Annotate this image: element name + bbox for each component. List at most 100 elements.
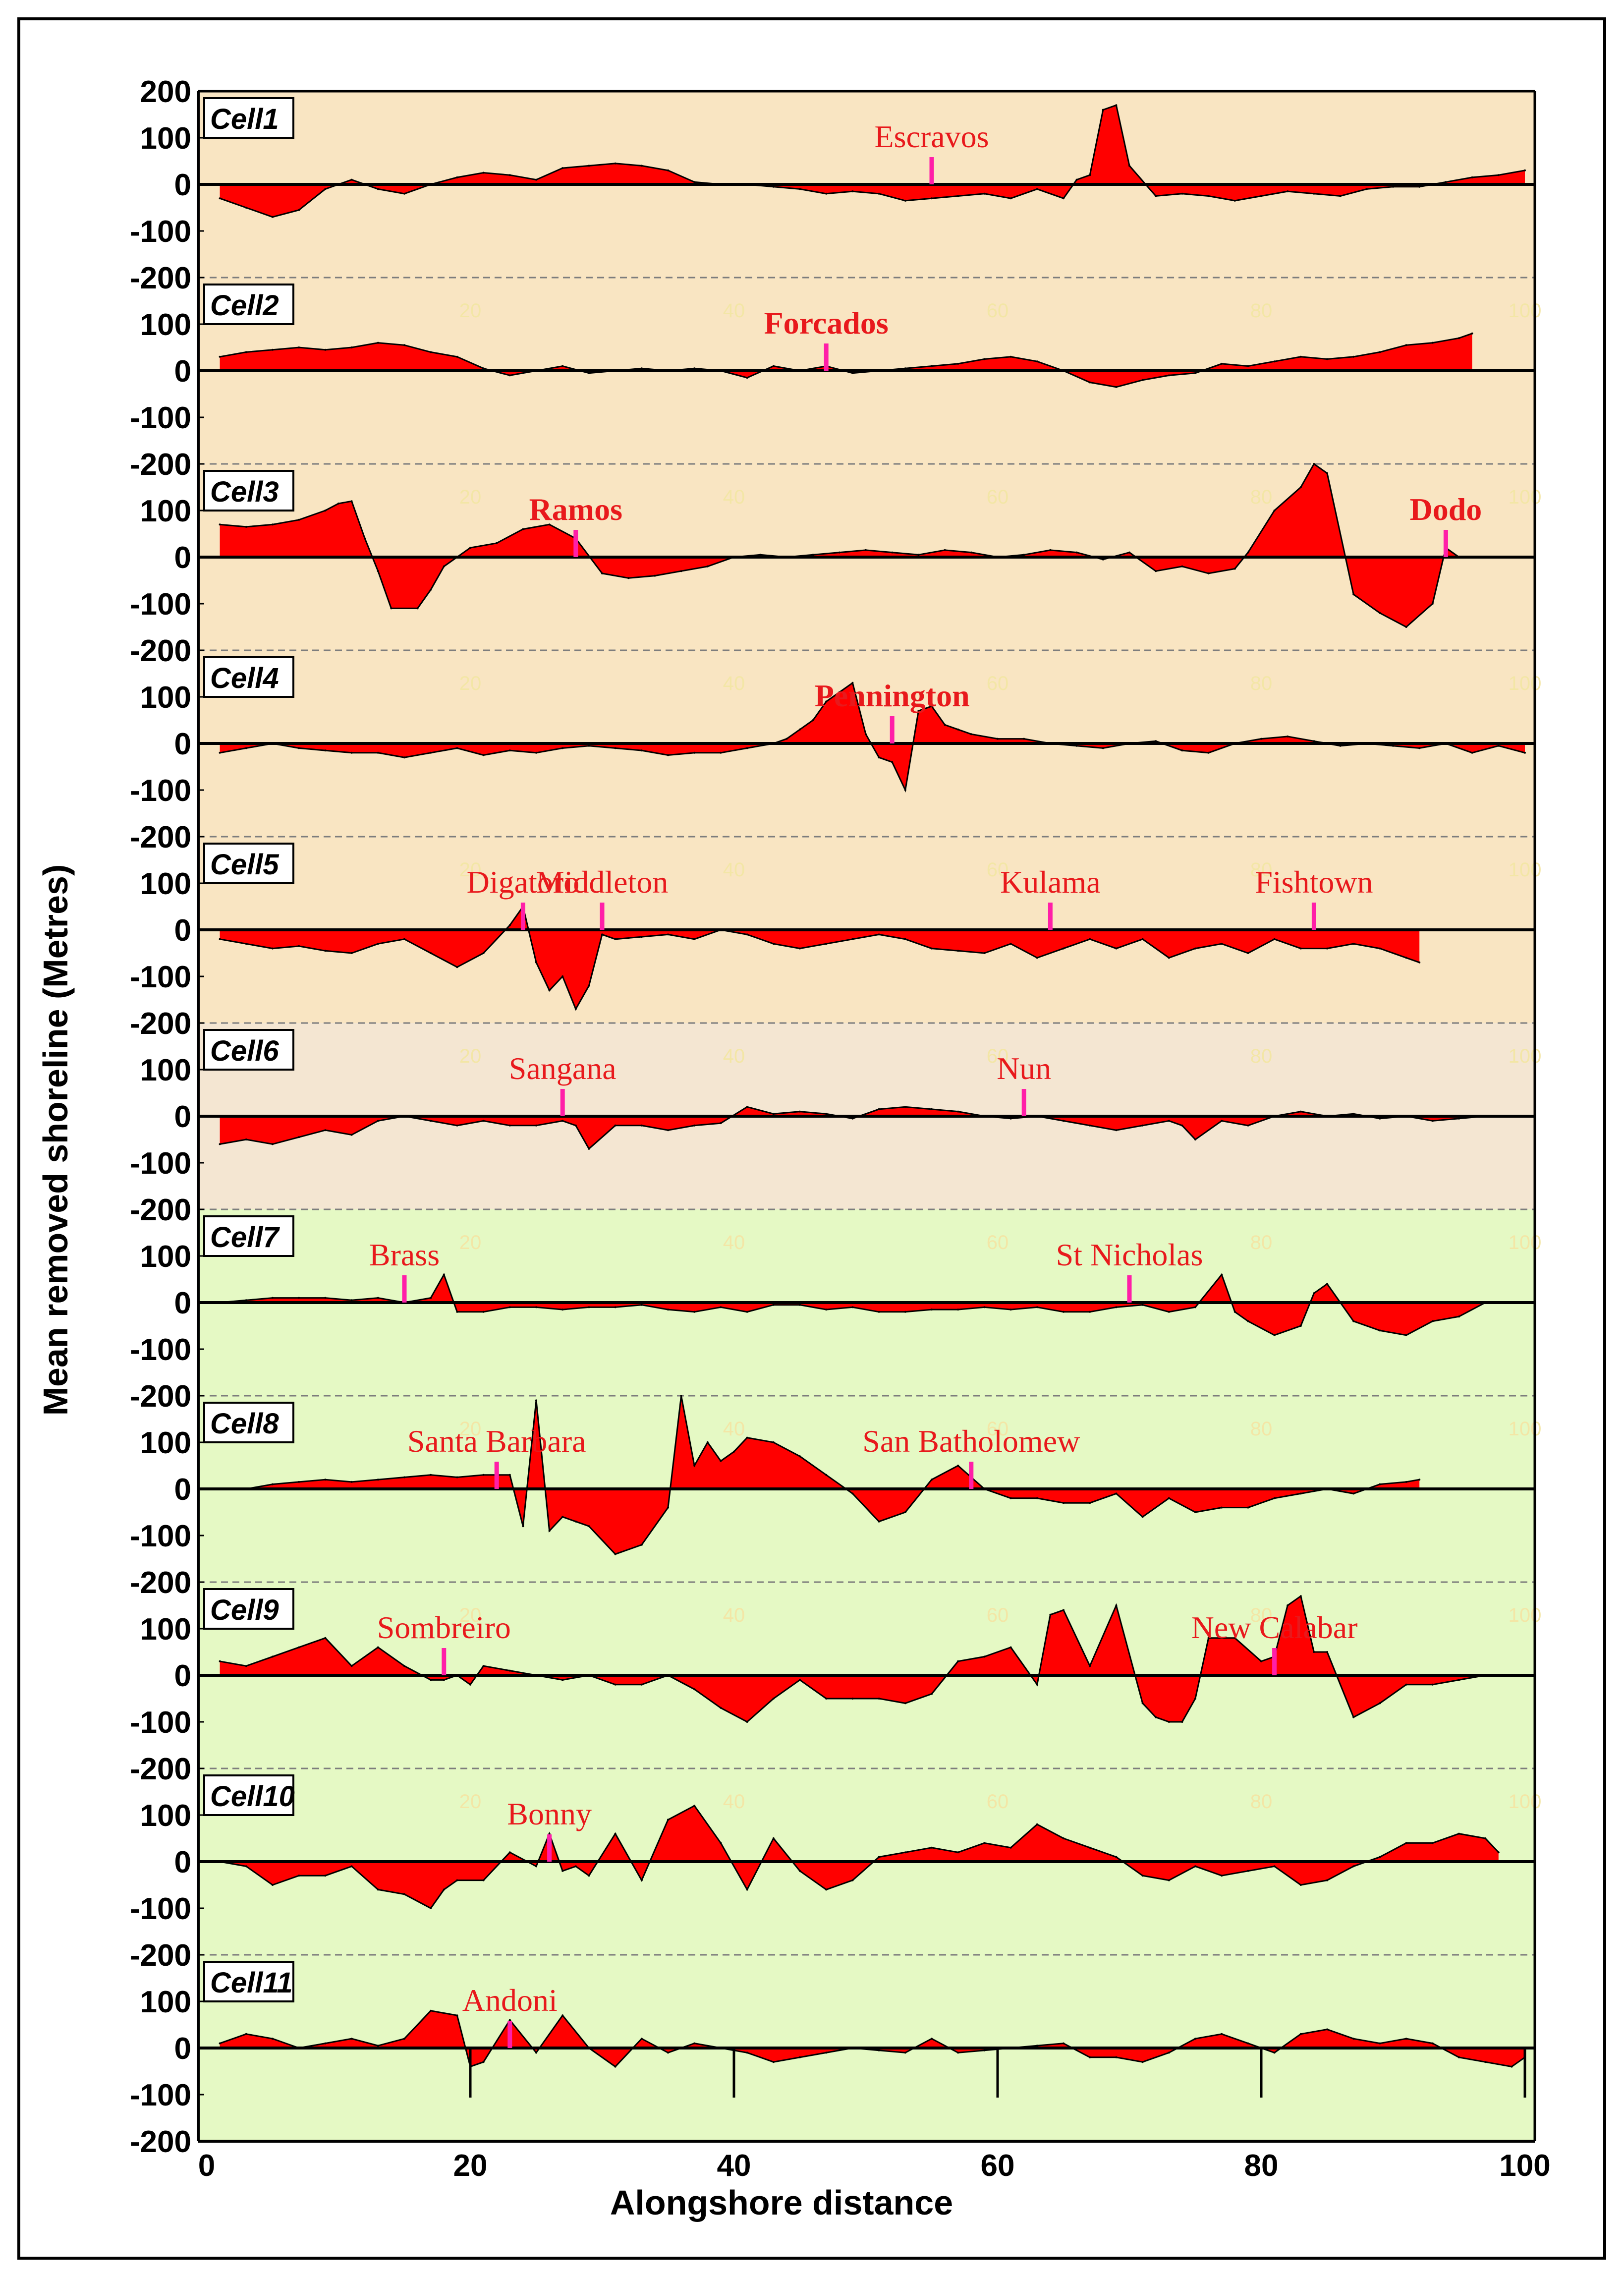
data-point	[1287, 735, 1289, 738]
data-point	[403, 192, 405, 195]
data-point	[693, 1310, 696, 1313]
place-label: Middleton	[536, 864, 669, 900]
data-point	[931, 1108, 933, 1110]
data-point	[1431, 1320, 1434, 1322]
data-point	[350, 500, 353, 503]
data-point	[1036, 957, 1038, 959]
data-point	[1168, 957, 1170, 959]
y-tick-label: 100	[140, 1240, 191, 1274]
x-tick-label: 80	[1244, 2149, 1279, 2183]
data-point	[1207, 1637, 1210, 1639]
y-tick-label: 0	[174, 913, 191, 948]
data-point	[759, 554, 762, 556]
data-point	[1115, 1856, 1118, 1858]
data-point	[825, 2051, 828, 2054]
data-point	[377, 570, 379, 572]
data-point	[403, 1476, 405, 1479]
data-point	[640, 936, 643, 938]
y-tick-label: -200	[130, 820, 191, 854]
y-tick-label: 100	[140, 1053, 191, 1087]
y-tick-label: -100	[130, 2078, 191, 2112]
ghost-tick-label: 60	[987, 1232, 1009, 1253]
data-point	[1075, 744, 1078, 747]
data-point	[772, 2061, 775, 2063]
data-point	[1036, 1823, 1038, 1825]
data-point	[443, 1273, 445, 1276]
data-point	[1352, 355, 1355, 358]
data-point	[851, 682, 854, 684]
data-point	[1141, 1124, 1144, 1127]
data-point	[838, 551, 840, 554]
data-point	[1299, 1492, 1302, 1495]
data-point	[1260, 1660, 1262, 1662]
data-point	[272, 947, 274, 950]
data-point	[1458, 337, 1460, 340]
data-point	[1247, 1320, 1249, 1322]
data-point	[1287, 1604, 1289, 1606]
data-point	[1036, 1306, 1038, 1309]
data-point	[851, 938, 854, 940]
data-point	[508, 1669, 511, 1672]
data-point	[508, 1474, 511, 1476]
data-point	[1326, 1651, 1328, 1653]
ghost-tick-label: 80	[1250, 1604, 1273, 1626]
data-point	[1141, 1875, 1144, 1877]
data-point	[614, 1553, 616, 1555]
y-tick-label: 100	[140, 867, 191, 901]
data-point	[1352, 1716, 1355, 1718]
data-point	[272, 1143, 274, 1145]
place-label: San Batholomew	[862, 1423, 1080, 1459]
data-point	[324, 950, 327, 952]
data-point	[878, 1520, 880, 1523]
data-point	[931, 1846, 933, 1849]
data-point	[456, 355, 458, 358]
data-point	[1089, 1310, 1091, 1313]
data-point	[1365, 188, 1368, 190]
data-point	[614, 938, 616, 940]
y-tick-label: -200	[130, 1566, 191, 1600]
x-tick-label: 20	[453, 2149, 488, 2183]
data-point	[1458, 1679, 1460, 1681]
data-point	[324, 510, 327, 512]
data-point	[640, 1304, 643, 1306]
y-tick-label: 100	[140, 1426, 191, 1460]
data-point	[482, 2061, 485, 2063]
data-point	[377, 1120, 379, 1122]
data-point	[1089, 1846, 1091, 1849]
data-point	[917, 710, 920, 712]
data-point	[1221, 1875, 1223, 1877]
data-point	[324, 2042, 327, 2045]
ghost-tick-label: 20	[459, 859, 482, 881]
panel-cell11: Cell11 Andoni	[198, 1954, 1535, 2141]
data-point	[1115, 947, 1118, 950]
ghost-tick-label: 80	[1250, 300, 1273, 322]
ghost-tick-label: 20	[459, 1232, 482, 1253]
data-point	[851, 1117, 854, 1120]
data-point	[640, 749, 643, 752]
ghost-tick-label: 60	[987, 673, 1009, 694]
data-point	[640, 165, 643, 167]
data-point	[680, 570, 682, 572]
data-point	[693, 751, 696, 754]
cell-label-box	[203, 1961, 294, 2002]
data-point	[1036, 1683, 1038, 1686]
data-point	[1009, 1117, 1012, 1120]
data-point	[350, 1865, 353, 1868]
data-point	[377, 1297, 379, 1299]
data-point	[1194, 372, 1196, 374]
y-tick-label: 0	[174, 354, 191, 389]
data-point	[997, 738, 999, 740]
y-tick-label: -200	[130, 1938, 191, 1973]
data-point	[1339, 195, 1342, 197]
data-point	[1194, 1306, 1196, 1309]
data-point	[298, 1480, 300, 1483]
ghost-tick-label: 60	[987, 1604, 1009, 1626]
data-point	[667, 1819, 669, 1821]
data-point	[957, 1851, 959, 1854]
data-point	[245, 525, 247, 528]
ghost-tick-label: 40	[723, 1418, 745, 1440]
data-point	[693, 1465, 696, 1467]
data-point	[1102, 109, 1104, 111]
data-point	[272, 348, 274, 351]
data-point	[1168, 1497, 1170, 1499]
